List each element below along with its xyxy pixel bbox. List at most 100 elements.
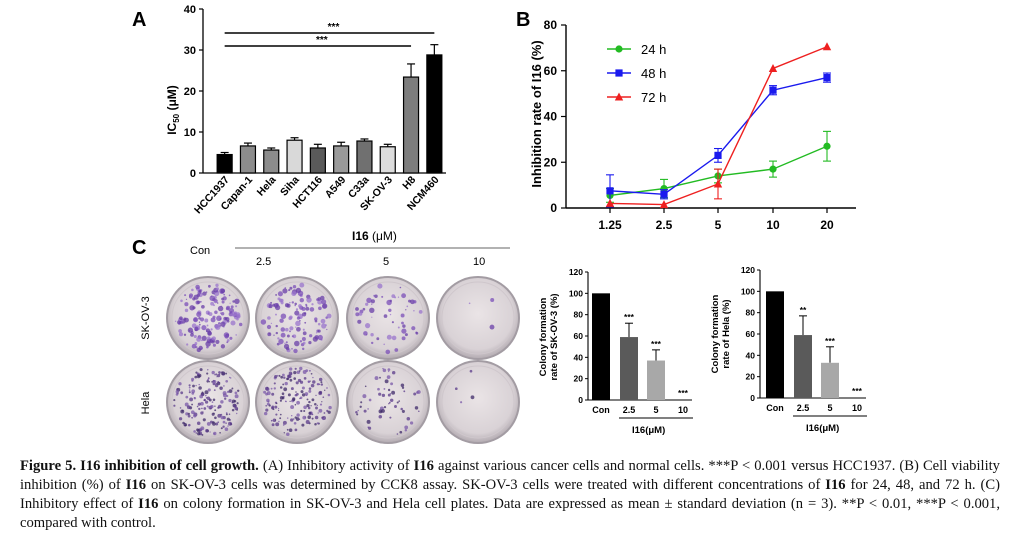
- colony: [206, 405, 209, 408]
- colony: [391, 294, 396, 298]
- colony: [215, 339, 220, 344]
- colony: [301, 386, 305, 390]
- colony: [305, 305, 308, 307]
- colony: [188, 386, 191, 389]
- panel-c-right-ylabel: Colony formationrate of Hela (%): [710, 294, 732, 373]
- colony: [275, 402, 278, 405]
- colony: [302, 328, 305, 331]
- b-legend-marker: [615, 45, 623, 53]
- colony: [293, 377, 297, 380]
- colony: [385, 349, 391, 355]
- b-x-tick-label: 2.5: [656, 218, 673, 232]
- colony: [311, 398, 315, 402]
- colony: [287, 393, 291, 397]
- colony: [293, 370, 297, 375]
- colony: [469, 369, 473, 373]
- panel-a-letter: A: [132, 9, 146, 31]
- colony: [296, 413, 300, 417]
- colony: [186, 405, 191, 410]
- colony: [173, 404, 176, 407]
- colony: [401, 386, 405, 389]
- colony: [293, 421, 297, 425]
- colony: [299, 319, 301, 322]
- colony: [220, 344, 226, 349]
- colony: [389, 398, 394, 403]
- colony: [226, 339, 230, 342]
- colony: [225, 413, 228, 416]
- colony: [362, 394, 367, 399]
- colony: [229, 377, 232, 379]
- colony: [186, 343, 189, 346]
- colony: [294, 428, 298, 432]
- colony: [214, 409, 217, 412]
- colony: [285, 327, 289, 332]
- a-bar: [333, 145, 350, 174]
- caption-part-a-compound: I16: [413, 458, 434, 474]
- colony: [197, 432, 201, 436]
- colony: [220, 288, 226, 294]
- colony: [220, 400, 224, 404]
- colony: [231, 311, 237, 317]
- colony: [203, 326, 207, 330]
- c-annotation: ***: [624, 312, 635, 322]
- colony: [301, 306, 306, 311]
- colony: [489, 324, 495, 330]
- colony: [292, 398, 296, 402]
- colony: [374, 294, 378, 299]
- colony: [277, 409, 280, 412]
- colony: [411, 326, 416, 331]
- c-bar: [766, 291, 784, 398]
- colony: [308, 400, 311, 404]
- colony: [179, 407, 182, 409]
- colony: [363, 331, 368, 336]
- plate-inner-ring: [351, 365, 425, 439]
- colony: [401, 328, 407, 334]
- colony: [193, 412, 196, 415]
- colony: [391, 321, 394, 324]
- colony: [292, 285, 297, 289]
- colony: [389, 416, 392, 419]
- colony: [362, 307, 366, 311]
- c-y-tick-label: 100: [741, 286, 755, 296]
- colony: [201, 392, 205, 396]
- colony: [232, 300, 235, 303]
- colony: [321, 323, 327, 329]
- colony: [218, 404, 222, 409]
- colony: [204, 394, 207, 397]
- panel-c-header-dose-3: 10: [473, 256, 485, 268]
- colony: [188, 391, 191, 394]
- colony: [308, 387, 312, 390]
- b-legend-label: 24 h: [641, 42, 666, 57]
- colony: [305, 306, 310, 311]
- colony: [201, 339, 203, 342]
- caption-part-b-compound-2: I16: [825, 477, 846, 493]
- b-legend-marker: [614, 92, 624, 101]
- colony: [271, 392, 275, 396]
- a-category-label: Hela: [255, 174, 279, 199]
- colony: [230, 305, 234, 309]
- colony: [191, 343, 197, 349]
- colony: [234, 298, 240, 305]
- colony: [198, 321, 201, 323]
- colony: [214, 405, 216, 407]
- a-y-tick-label: 10: [184, 127, 196, 139]
- colony: [304, 321, 307, 324]
- colony: [179, 316, 183, 321]
- colony: [271, 423, 275, 427]
- colony: [282, 383, 285, 386]
- colony: [418, 410, 420, 413]
- colony: [376, 337, 380, 341]
- colony: [318, 306, 322, 311]
- plate-inner-ring: [171, 365, 245, 439]
- colony: [406, 417, 411, 421]
- colony: [203, 398, 207, 402]
- c-y-tick-label: 120: [741, 265, 755, 275]
- colony: [229, 336, 233, 340]
- colony: [295, 308, 299, 311]
- colony: [278, 374, 281, 377]
- colony: [303, 377, 307, 380]
- colony: [206, 330, 208, 332]
- c-annotation: ***: [852, 386, 863, 396]
- colony: [195, 343, 197, 346]
- colony: [206, 378, 210, 382]
